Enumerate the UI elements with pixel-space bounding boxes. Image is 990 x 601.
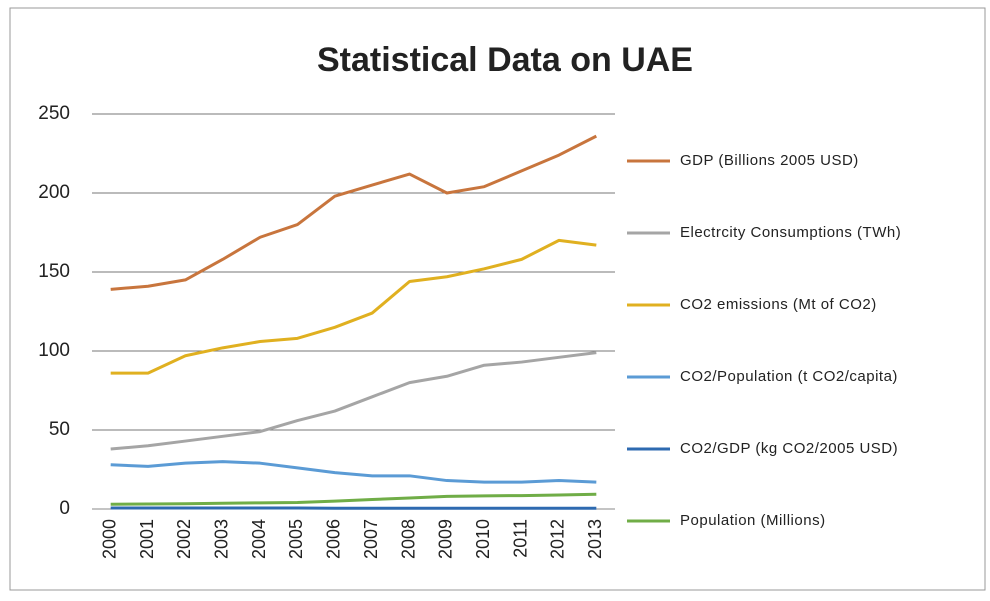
x-tick-label: 2011	[510, 519, 530, 558]
legend-label: CO2 emissions (Mt of CO2)	[680, 296, 877, 313]
chart-title: Statistical Data on UAE	[317, 41, 693, 79]
x-tick-label: 2008	[398, 519, 418, 559]
y-tick-label: 0	[59, 498, 70, 519]
legend-label: Electrcity Consumptions (TWh)	[680, 224, 901, 241]
x-tick-label: 2006	[324, 519, 344, 559]
x-tick-label: 2000	[99, 519, 119, 559]
y-tick-label: 50	[49, 419, 70, 440]
legend-label: CO2/GDP (kg CO2/2005 USD)	[680, 440, 898, 457]
x-tick-label: 2004	[249, 519, 269, 559]
legend-label: Population (Millions)	[680, 512, 826, 529]
x-tick-label: 2013	[585, 519, 605, 559]
legend-label: CO2/Population (t CO2/capita)	[680, 368, 898, 385]
y-tick-label: 250	[38, 103, 70, 124]
x-tick-label: 2010	[473, 519, 493, 559]
x-tick-label: 2003	[212, 519, 232, 559]
y-tick-label: 200	[38, 182, 70, 203]
legend-label: GDP (Billions 2005 USD)	[680, 152, 859, 169]
y-tick-label: 150	[38, 261, 70, 282]
x-tick-label: 2007	[361, 519, 381, 559]
x-tick-label: 2001	[137, 519, 157, 559]
x-tick-label: 2012	[548, 519, 568, 559]
y-tick-label: 100	[38, 340, 70, 361]
x-tick-label: 2005	[286, 519, 306, 559]
x-tick-label: 2002	[174, 519, 194, 559]
x-tick-label: 2009	[436, 519, 456, 559]
